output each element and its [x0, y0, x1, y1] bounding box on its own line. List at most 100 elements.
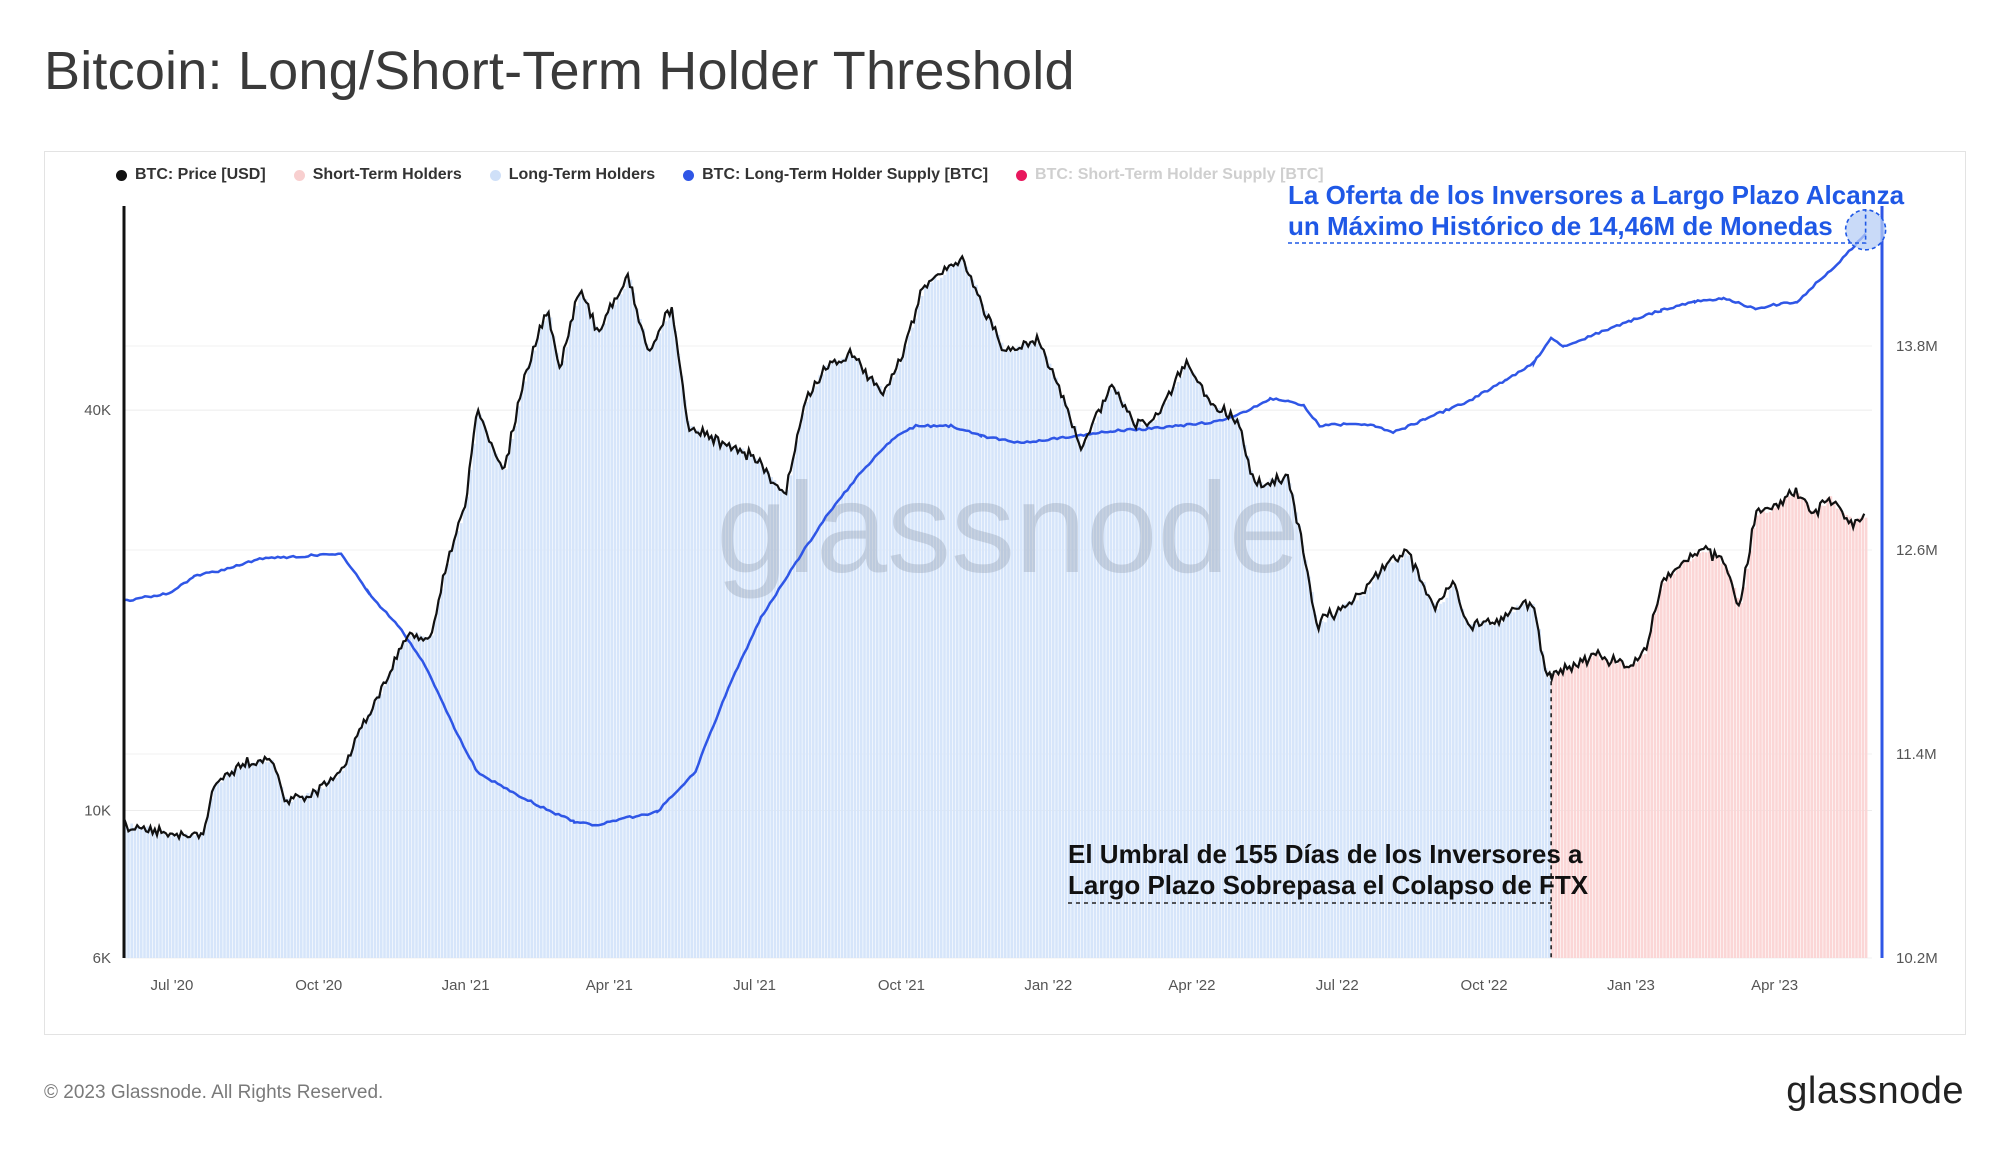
lth-band-bar [604, 323, 607, 958]
lth-band-bar [1496, 624, 1500, 958]
lth-band-bar [466, 496, 469, 958]
lth-band-bar [1442, 602, 1445, 958]
lth-band-bar [831, 361, 834, 959]
lth-band-bar [936, 280, 940, 959]
lth-band-bar [508, 450, 511, 958]
lth-band-bar [1356, 600, 1359, 958]
lth-band-bar [978, 294, 981, 958]
lth-band-bar [1512, 612, 1516, 958]
lth-band-bar [495, 453, 498, 958]
lth-band-bar [204, 826, 207, 958]
lth-band-bar [1221, 413, 1225, 958]
lth-band-bar [1327, 616, 1330, 958]
lth-band-bar [1410, 560, 1413, 958]
lth-band-bar [696, 429, 700, 958]
legend-item-lth-supply[interactable]: BTC: Long-Term Holder Supply [BTC] [683, 166, 988, 184]
lth-band-bar [300, 799, 303, 958]
lth-band-bar [303, 795, 306, 958]
lth-band-bar [632, 292, 636, 959]
legend-item-price[interactable]: BTC: Price [USD] [116, 166, 266, 184]
sth-band-bar [1644, 654, 1647, 958]
lth-band-bar [386, 676, 389, 958]
lth-band-bar [1106, 394, 1109, 958]
left-tick-6K: 6K [93, 950, 111, 967]
lth-band-bar [991, 321, 994, 958]
lth-band-bar [972, 279, 975, 958]
lth-band-bar [1448, 589, 1452, 958]
lth-band-bar [712, 436, 716, 959]
lth-band-bar [306, 793, 309, 958]
lth-band-bar [764, 469, 767, 958]
lth-band-bar [1493, 625, 1497, 958]
lth-band-bar [812, 387, 815, 959]
lth-band-bar [133, 826, 137, 958]
sth-band-bar [1717, 557, 1721, 958]
lth-band-bar [725, 443, 729, 958]
lth-band-bar [1391, 562, 1394, 958]
sth-band-bar [1756, 515, 1759, 958]
sth-band-bar [1839, 508, 1842, 958]
lth-band-bar [648, 347, 652, 958]
lth-band-bar [472, 443, 476, 958]
lth-band-bar [1260, 482, 1263, 958]
lth-band-bar [828, 363, 831, 958]
lth-band-bar [348, 755, 351, 958]
lth-band-bar [738, 449, 741, 958]
x-tick: Jan '22 [1024, 977, 1072, 994]
lth-band-bar [159, 833, 162, 958]
lth-band-bar [1141, 424, 1145, 958]
lth-band-bar [140, 827, 143, 958]
lth-band-bar [293, 799, 297, 958]
left-tick-10K: 10K [84, 802, 111, 819]
lth-band-bar [1263, 484, 1266, 958]
lth-band-bar [642, 328, 645, 959]
lth-band-bar [1004, 349, 1007, 958]
lth-band-bar [1301, 545, 1305, 958]
lth-band-bar [1452, 586, 1455, 958]
lth-band-bar [1096, 416, 1100, 958]
sth-band-bar [1775, 507, 1778, 958]
lth-band-bar [1266, 482, 1269, 958]
lth-band-bar [469, 469, 473, 958]
lth-band-bar [629, 279, 633, 958]
lth-band-bar [1400, 558, 1404, 958]
lth-band-bar [316, 789, 319, 958]
sth-band-bar [1685, 560, 1689, 958]
lth-band-bar [1276, 478, 1279, 958]
lth-band-bar [1420, 579, 1423, 958]
annotation-lth-ath-line-1: La Oferta de los Inversores a Largo Plaz… [1288, 180, 1905, 210]
lth-band-bar [1317, 625, 1321, 958]
lth-band-bar [540, 328, 543, 959]
left-axis-labels: 6K 10K 40K [84, 402, 111, 967]
lth-band-bar [1288, 483, 1292, 958]
sth-band-bar [1784, 496, 1788, 958]
lth-band-bar [533, 350, 537, 958]
lth-band-bar [1132, 422, 1135, 958]
lth-band-bar [277, 777, 281, 958]
lth-band-bar [1183, 367, 1186, 959]
lth-band-bar [415, 631, 418, 958]
lth-band-bar [882, 390, 885, 958]
lth-band-bar [514, 425, 517, 959]
lth-band-bar [143, 828, 146, 958]
sth-band-bar [1612, 659, 1615, 958]
lth-band-bar [930, 282, 933, 959]
legend-item-sth[interactable]: Short-Term Holders [293, 166, 462, 184]
lth-band-bar [1170, 393, 1173, 958]
sth-band-bar [1816, 512, 1820, 958]
lth-band-bar [1228, 415, 1231, 958]
lth-band-bar [732, 447, 735, 958]
legend-item-sth-supply[interactable]: BTC: Short-Term Holder Supply [BTC] [1016, 166, 1324, 184]
chart-legend: BTC: Price [USD] Short-Term Holders Long… [116, 166, 1324, 184]
lth-band-bar [1039, 345, 1042, 958]
lth-band-bar [815, 386, 818, 958]
sth-band-bar [1656, 601, 1660, 958]
sth-band-bar [1640, 654, 1644, 958]
lth-band-bar [1199, 382, 1202, 958]
lth-band-bar [360, 725, 364, 958]
legend-item-lth[interactable]: Long-Term Holders [489, 166, 655, 184]
lth-band-bar [1464, 620, 1468, 958]
lth-band-bar [805, 402, 809, 958]
lth-band-bar [290, 802, 293, 958]
